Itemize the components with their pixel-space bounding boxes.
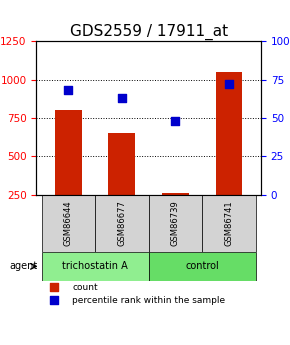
Point [173,118,178,124]
Text: GSM86644: GSM86644 [64,200,73,246]
Text: GSM86741: GSM86741 [224,200,233,246]
Text: GSM86677: GSM86677 [117,200,126,246]
Point [66,88,71,93]
Point [52,285,57,290]
Bar [108,133,135,195]
FancyBboxPatch shape [148,252,256,281]
FancyBboxPatch shape [41,195,95,252]
FancyBboxPatch shape [95,195,148,252]
Point [226,81,231,87]
Text: control: control [185,262,219,272]
Point [119,95,124,101]
Text: GSM86739: GSM86739 [171,200,180,246]
Text: count: count [72,283,98,292]
Point [52,298,57,303]
Bar [162,193,189,195]
Title: GDS2559 / 17911_at: GDS2559 / 17911_at [70,24,228,40]
Text: percentile rank within the sample: percentile rank within the sample [72,296,225,305]
Text: agent: agent [9,262,37,272]
FancyBboxPatch shape [148,195,202,252]
FancyBboxPatch shape [202,195,256,252]
Bar [55,110,82,195]
FancyBboxPatch shape [41,252,148,281]
Text: trichostatin A: trichostatin A [62,262,128,272]
Bar [215,72,242,195]
